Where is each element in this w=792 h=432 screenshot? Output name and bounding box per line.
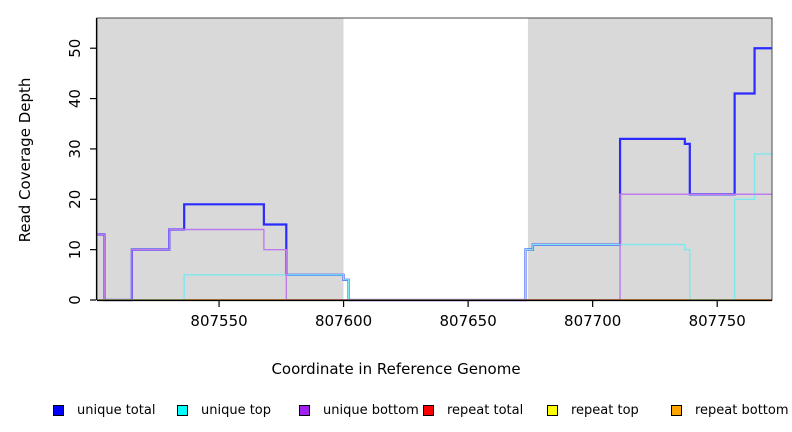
legend-swatch bbox=[299, 404, 310, 416]
y-axis-title: Read Coverage Depth bbox=[16, 77, 34, 243]
legend-item-repeat-total: repeat total bbox=[423, 402, 523, 418]
y-tick-label: 30 bbox=[66, 139, 84, 158]
x-tick-label: 807700 bbox=[564, 312, 621, 330]
x-tick-label: 807650 bbox=[439, 312, 496, 330]
y-tick-label: 40 bbox=[66, 89, 84, 108]
legend-label: unique bottom bbox=[323, 402, 419, 418]
legend-item-repeat-bottom: repeat bottom bbox=[671, 402, 789, 418]
legend-swatch bbox=[423, 404, 434, 416]
covered-region-right bbox=[527, 18, 772, 300]
x-tick-label: 807600 bbox=[315, 312, 372, 330]
legend-item-unique-top: unique top bbox=[177, 402, 271, 418]
y-tick-label: 50 bbox=[66, 39, 84, 58]
legend: unique total unique top unique bottom repea… bbox=[0, 402, 792, 424]
series-unique-top bbox=[97, 153, 772, 301]
legend-item-unique-total: unique total bbox=[53, 402, 155, 418]
x-tick-label: 807550 bbox=[190, 312, 247, 330]
legend-swatch bbox=[671, 404, 682, 416]
x-tick-label: 807750 bbox=[689, 312, 746, 330]
legend-label: unique top bbox=[201, 402, 272, 418]
covered-region-left bbox=[97, 18, 344, 300]
x-axis-title: Coordinate in Reference Genome bbox=[271, 360, 521, 378]
legend-swatch bbox=[547, 404, 558, 416]
legend-label: unique total bbox=[77, 402, 156, 418]
legend-swatch bbox=[177, 404, 188, 416]
legend-item-repeat-top: repeat top bbox=[547, 402, 639, 418]
legend-label: repeat top bbox=[571, 402, 639, 418]
y-tick-label: 10 bbox=[66, 240, 84, 259]
uncovered-gap bbox=[343, 18, 528, 300]
legend-swatch bbox=[53, 404, 64, 416]
y-tick-label: 0 bbox=[66, 295, 84, 305]
legend-label: repeat total bbox=[447, 402, 524, 418]
legend-label: repeat bottom bbox=[695, 402, 789, 418]
legend-item-unique-bottom: unique bottom bbox=[299, 402, 419, 418]
y-tick-label: 20 bbox=[66, 190, 84, 209]
